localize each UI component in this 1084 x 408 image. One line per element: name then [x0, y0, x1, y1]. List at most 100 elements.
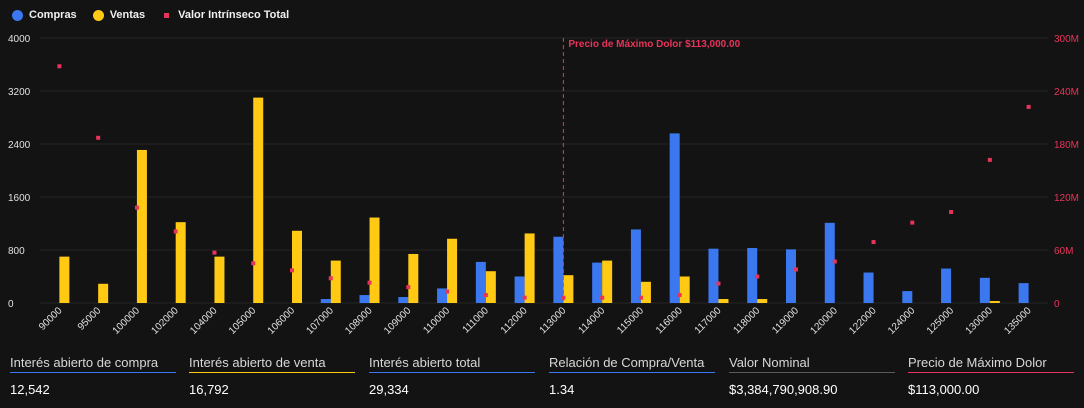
bar-compras-109000 — [398, 297, 409, 303]
x-tick-label: 122000 — [847, 305, 879, 337]
bar-ventas-107000 — [330, 260, 341, 303]
point-valor-intrinseco-114000 — [600, 295, 605, 300]
bar-compras-114000 — [592, 262, 603, 303]
bar-ventas-90000 — [59, 256, 70, 303]
point-valor-intrinseco-95000 — [96, 135, 101, 140]
y-right-tick-label: 120M — [1054, 193, 1079, 204]
bar-ventas-105000 — [253, 97, 264, 303]
x-tick-label: 130000 — [964, 305, 996, 337]
bar-ventas-130000 — [989, 301, 1000, 303]
y-left-tick-label: 800 — [8, 246, 25, 257]
stat-underline — [369, 372, 535, 373]
bar-ventas-118000 — [757, 299, 768, 303]
bar-ventas-117000 — [718, 299, 729, 303]
y-left-tick-label: 2400 — [8, 140, 31, 151]
bar-ventas-95000 — [98, 283, 109, 303]
stat-max-pain: Precio de Máximo Dolor $113,000.00 — [908, 350, 1074, 397]
bar-compras-118000 — [747, 248, 758, 303]
stat-put-open-interest: Interés abierto de venta 16,792 — [189, 350, 355, 397]
max-pain-label: Precio de Máximo Dolor $113,000.00 — [568, 39, 740, 50]
bar-ventas-108000 — [369, 217, 380, 303]
bar-compras-122000 — [863, 272, 874, 303]
point-valor-intrinseco-116000 — [677, 293, 682, 298]
x-tick-label: 118000 — [731, 305, 762, 336]
bar-compras-125000 — [941, 268, 952, 303]
point-valor-intrinseco-130000 — [987, 157, 992, 162]
bar-ventas-110000 — [447, 238, 458, 303]
x-tick-label: 115000 — [615, 305, 646, 336]
bar-compras-107000 — [320, 299, 331, 303]
x-tick-label: 116000 — [654, 305, 685, 336]
point-valor-intrinseco-119000 — [794, 267, 798, 272]
stat-value: 12,542 — [10, 382, 50, 397]
bar-compras-124000 — [902, 291, 913, 303]
bar-compras-116000 — [669, 133, 680, 303]
stat-label: Precio de Máximo Dolor — [908, 355, 1047, 370]
stat-call-put-ratio: Relación de Compra/Venta 1.34 — [549, 350, 715, 397]
point-valor-intrinseco-110000 — [445, 289, 450, 294]
stat-label: Interés abierto de compra — [10, 355, 159, 370]
x-tick-label: 102000 — [149, 305, 181, 337]
bar-compras-108000 — [359, 295, 370, 303]
x-tick-label: 106000 — [266, 305, 298, 337]
bar-compras-112000 — [514, 276, 525, 303]
legend-ventas-label: Ventas — [109, 9, 146, 21]
stat-label: Interés abierto de venta — [189, 355, 326, 370]
legend-valor-intrinseco-label: Valor Intrínseco Total — [178, 9, 290, 21]
bar-ventas-100000 — [136, 149, 147, 303]
bar-ventas-112000 — [524, 233, 535, 303]
x-tick-label: 125000 — [925, 305, 957, 337]
point-valor-intrinseco-111000 — [483, 293, 488, 298]
x-tick-label: 135000 — [1002, 305, 1034, 337]
stats-bar: Interés abierto de compra 12,542 Interés… — [0, 350, 1084, 408]
legend-item-compras[interactable]: Compras — [12, 9, 77, 21]
point-valor-intrinseco-120000 — [832, 259, 837, 264]
y-right-tick-label: 180M — [1054, 140, 1079, 151]
point-valor-intrinseco-102000 — [173, 229, 178, 234]
y-right-tick-label: 0 — [1054, 299, 1060, 310]
y-left-tick-label: 0 — [8, 299, 14, 310]
point-valor-intrinseco-118000 — [755, 274, 760, 279]
legend-compras-label: Compras — [29, 9, 77, 21]
legend-compras-marker — [12, 9, 23, 21]
bar-compras-120000 — [824, 222, 835, 303]
point-valor-intrinseco-90000 — [57, 64, 62, 69]
stat-value: $3,384,790,908.90 — [729, 382, 838, 397]
stat-value: 16,792 — [189, 382, 229, 397]
y-right-tick-label: 300M — [1054, 34, 1079, 45]
bar-ventas-104000 — [214, 256, 225, 303]
x-tick-label: 111000 — [461, 305, 492, 336]
stat-underline — [729, 372, 895, 373]
bar-compras-110000 — [437, 288, 448, 303]
x-tick-label: 107000 — [305, 305, 337, 337]
stat-underline — [189, 372, 355, 373]
point-valor-intrinseco-125000 — [949, 210, 954, 215]
point-valor-intrinseco-135000 — [1026, 104, 1031, 109]
legend-item-ventas[interactable]: Ventas — [92, 9, 146, 21]
bar-compras-119000 — [786, 249, 796, 303]
x-tick-label: 108000 — [343, 305, 375, 337]
stat-value: 29,334 — [369, 382, 409, 397]
x-tick-label: 95000 — [76, 305, 104, 333]
options-chart: 0 800 1600 2400 3200 4000 0 60M 120M 180M 240M 300M… — [8, 34, 1079, 337]
x-tick-label: 100000 — [111, 305, 143, 337]
x-tick-label: 114000 — [576, 305, 607, 336]
point-valor-intrinseco-107000 — [328, 276, 333, 281]
x-tick-label: 90000 — [37, 305, 65, 333]
point-valor-intrinseco-117000 — [716, 281, 721, 286]
stat-label: Valor Nominal — [729, 355, 810, 370]
bar-compras-111000 — [475, 261, 486, 303]
x-tick-label: 110000 — [421, 305, 452, 336]
legend-ventas-marker — [92, 9, 104, 21]
point-valor-intrinseco-100000 — [134, 205, 139, 210]
x-tick-label: 120000 — [809, 305, 841, 337]
point-valor-intrinseco-112000 — [522, 295, 527, 300]
stat-underline — [10, 372, 176, 373]
legend-item-valor-intrinseco[interactable]: Valor Intrínseco Total — [161, 9, 289, 21]
y-left-tick-label: 4000 — [8, 34, 31, 45]
stat-underline — [908, 372, 1074, 373]
y-right-tick-label: 240M — [1054, 87, 1079, 98]
stat-value: 1.34 — [549, 382, 575, 397]
point-valor-intrinseco-108000 — [367, 280, 372, 285]
bar-compras-135000 — [1018, 283, 1029, 303]
